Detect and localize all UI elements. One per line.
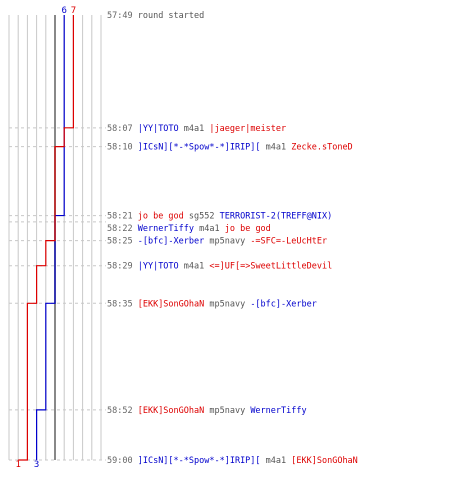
player-name: |jaeger|meister bbox=[209, 124, 286, 134]
player-name: -=SFC=-LeUcHtEr bbox=[250, 237, 327, 247]
event-row: 59:00 ]ICsN][*-*Spow*-*]IRIP][ m4a1 [EKK… bbox=[107, 456, 358, 466]
player-name: ]ICsN][*-*Spow*-*]IRIP][ bbox=[138, 456, 261, 466]
player-name: [EKK]SonGOhaN bbox=[291, 456, 358, 466]
red-team-line bbox=[18, 15, 74, 461]
red-end-count: 1 bbox=[15, 460, 20, 470]
event-row: 58:21 jo be god sg552 TERRORIST-2(TREFF@… bbox=[107, 212, 332, 222]
red-start-count: 7 bbox=[71, 6, 76, 16]
event-row: 58:07 |YY|TOTO m4a1 |jaeger|meister bbox=[107, 124, 286, 134]
event-time: 58:21 bbox=[107, 212, 138, 222]
blue-end-count: 3 bbox=[34, 460, 39, 470]
player-name: jo be god bbox=[225, 224, 271, 234]
player-name: [EKK]SonGOhaN bbox=[138, 299, 205, 309]
player-name: ]ICsN][*-*Spow*-*]IRIP][ bbox=[138, 143, 261, 153]
player-name: Zecke.sToneD bbox=[291, 143, 352, 153]
event-time: 58:29 bbox=[107, 262, 138, 272]
event-time: 57:49 bbox=[107, 11, 138, 21]
event-detail: m4a1 bbox=[179, 124, 210, 134]
event-log: 57:49 round started 58:07 |YY|TOTO m4a1 |… bbox=[107, 11, 358, 466]
event-time: 59:00 bbox=[107, 456, 138, 466]
event-detail: m4a1 bbox=[261, 456, 292, 466]
event-detail: sg552 bbox=[184, 212, 220, 222]
event-time: 58:35 bbox=[107, 299, 138, 309]
player-name: WernerTiffy bbox=[138, 224, 194, 234]
player-name: jo be god bbox=[138, 212, 184, 222]
event-row: 58:35 [EKK]SonGOhaN mp5navy -[bfc]-Xerbe… bbox=[107, 299, 317, 309]
event-row: 58:22 WernerTiffy m4a1 jo be god bbox=[107, 224, 271, 234]
event-detail: m4a1 bbox=[261, 143, 292, 153]
event-row: 58:52 [EKK]SonGOhaN mp5navy WernerTiffy bbox=[107, 406, 307, 416]
event-detail: m4a1 bbox=[194, 224, 225, 234]
player-name: |YY|TOTO bbox=[138, 262, 179, 272]
blue-start-count: 6 bbox=[61, 6, 66, 16]
event-time: 58:07 bbox=[107, 124, 138, 134]
chart-grid bbox=[8, 15, 106, 461]
player-name: <=]UF[=>SweetLittleDevil bbox=[209, 262, 332, 272]
player-count-lines bbox=[18, 15, 74, 461]
player-name: WernerTiffy bbox=[250, 406, 306, 416]
player-name: [EKK]SonGOhaN bbox=[138, 406, 205, 416]
event-time: 58:22 bbox=[107, 224, 138, 234]
player-name: -[bfc]-Xerber bbox=[250, 299, 317, 309]
event-time: 58:10 bbox=[107, 143, 138, 153]
player-name: |YY|TOTO bbox=[138, 124, 179, 134]
event-detail: mp5navy bbox=[204, 299, 250, 309]
event-row: 57:49 round started bbox=[107, 11, 204, 21]
player-count-labels: 6 3 7 1 bbox=[15, 6, 76, 470]
event-row: 58:10 ]ICsN][*-*Spow*-*]IRIP][ m4a1 Zeck… bbox=[107, 143, 353, 153]
event-time: 58:52 bbox=[107, 406, 138, 416]
event-detail: mp5navy bbox=[204, 237, 250, 247]
event-detail: round started bbox=[138, 11, 205, 21]
player-name: TERRORIST-2(TREFF@NIX) bbox=[220, 212, 333, 222]
event-time: 58:25 bbox=[107, 237, 138, 247]
event-row: 58:29 |YY|TOTO m4a1 <=]UF[=>SweetLittleD… bbox=[107, 262, 332, 272]
event-row: 58:25 -[bfc]-Xerber mp5navy -=SFC=-LeUcH… bbox=[107, 237, 327, 247]
player-name: -[bfc]-Xerber bbox=[138, 237, 205, 247]
event-detail: m4a1 bbox=[179, 262, 210, 272]
blue-team-line bbox=[36, 15, 65, 460]
event-detail: mp5navy bbox=[204, 406, 250, 416]
